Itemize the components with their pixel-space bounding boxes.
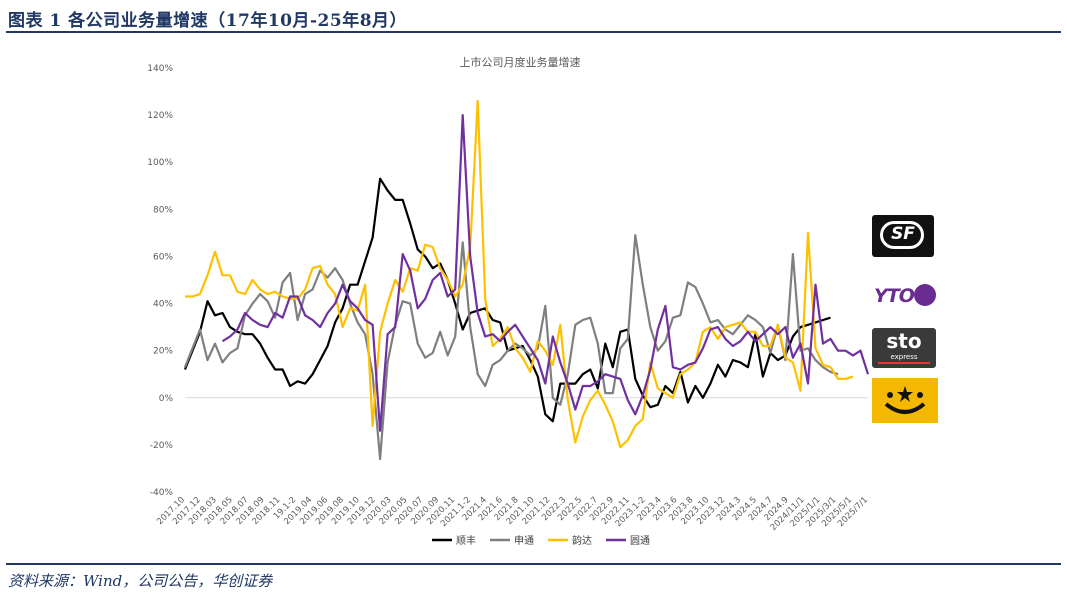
x-axis: 2017.102017.122018.032018.052018.072018.…: [155, 495, 870, 533]
top-rule: [6, 31, 1061, 33]
series-line-韵达: [185, 99, 854, 449]
legend-label: 申通: [514, 534, 534, 547]
legend-label: 圆通: [630, 535, 650, 547]
y-tick-label: 40%: [153, 300, 173, 310]
sto-logo: sto express: [872, 328, 936, 368]
y-tick-label: -20%: [150, 441, 174, 451]
y-tick-label: 80%: [153, 205, 173, 215]
series-line-申通: [183, 234, 839, 461]
yunda-logo: [872, 378, 938, 423]
bottom-rule: [6, 563, 1061, 565]
legend: 顺丰 申通 韵达 圆通: [432, 534, 650, 547]
series-line-顺丰: [183, 177, 831, 423]
legend-label: 顺丰: [456, 534, 476, 547]
y-tick-label: 0%: [159, 394, 174, 404]
sf-logo: SF: [872, 215, 934, 257]
figure-title: 图表 1 各公司业务量增速（17年10月-25年8月）: [8, 11, 408, 31]
yto-logo-text: YTO: [874, 285, 915, 307]
y-tick-label: 20%: [153, 347, 173, 357]
y-tick-label: 140%: [147, 64, 173, 74]
y-tick-label: 60%: [153, 252, 173, 262]
yto-logo: YTO: [872, 280, 936, 314]
source-note: 资料来源：Wind，公司公告，华创证券: [8, 572, 273, 590]
chart-title: 上市公司月度业务量增速: [460, 55, 581, 69]
series-layer: [183, 99, 870, 461]
sto-logo-text: sto: [886, 329, 922, 353]
legend-label: 韵达: [572, 534, 592, 547]
y-tick-label: 120%: [147, 111, 173, 121]
sf-logo-text: SF: [891, 224, 915, 244]
y-tick-label: -40%: [150, 488, 174, 498]
series-line-圆通: [221, 114, 870, 432]
yunda-smile-icon: [884, 386, 926, 414]
y-tick-label: 100%: [147, 158, 173, 168]
y-axis: -40% -20% 0% 20% 40% 60% 80% 100% 120% 140%: [147, 64, 868, 498]
sto-logo-subtext: express: [890, 353, 918, 361]
